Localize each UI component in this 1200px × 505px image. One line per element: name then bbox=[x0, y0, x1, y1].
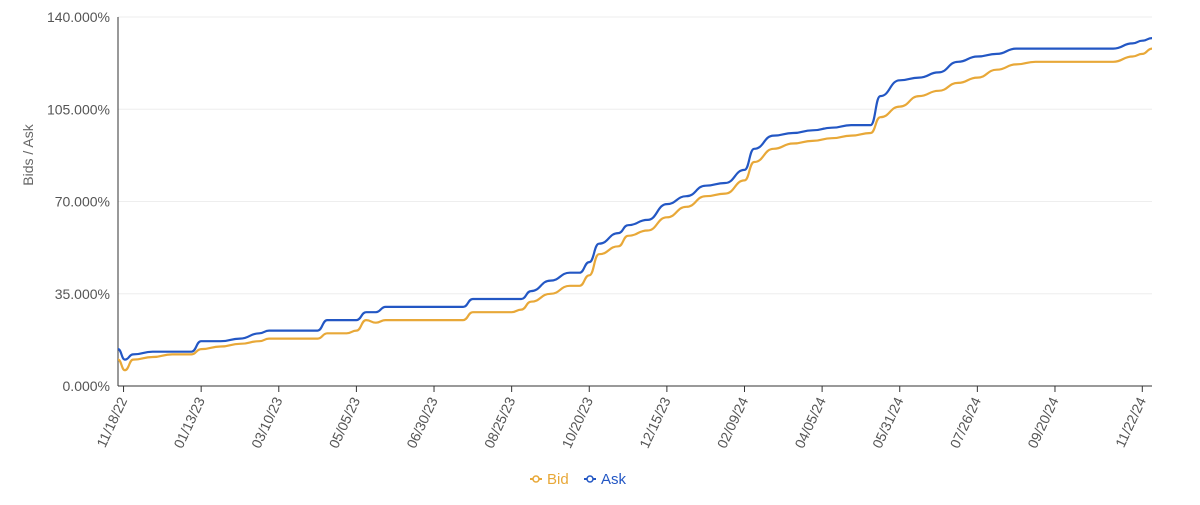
legend-label: Ask bbox=[601, 471, 627, 488]
x-tick-label: 12/15/23 bbox=[636, 394, 674, 450]
y-tick-label: 70.000% bbox=[55, 194, 110, 210]
legend-item-bid[interactable]: Bid bbox=[530, 471, 569, 488]
x-tick-label: 05/31/24 bbox=[869, 394, 907, 450]
x-tick-label: 01/13/23 bbox=[170, 394, 208, 450]
x-tick-label: 10/20/23 bbox=[558, 394, 596, 450]
y-tick-label: 105.000% bbox=[47, 101, 110, 117]
y-axis-title: Bids / Ask bbox=[20, 123, 36, 185]
y-tick-label: 140.000% bbox=[47, 9, 110, 25]
series-lines bbox=[117, 37, 1153, 372]
legend-item-ask[interactable]: Ask bbox=[584, 471, 627, 488]
x-tick-label: 11/22/24 bbox=[1112, 394, 1149, 449]
legend-circle-marker bbox=[532, 475, 540, 483]
x-tick-label: 08/25/23 bbox=[481, 394, 519, 450]
x-tick-label: 05/05/23 bbox=[326, 394, 364, 450]
x-tick-label: 11/18/22 bbox=[93, 394, 130, 449]
grid bbox=[118, 16, 1152, 295]
legend-label: Bid bbox=[547, 471, 569, 488]
series-line-ask bbox=[117, 37, 1153, 361]
y-tick-label: 35.000% bbox=[55, 286, 110, 302]
series-line-bid bbox=[117, 47, 1153, 372]
y-tick-label: 0.000% bbox=[63, 378, 110, 394]
legend[interactable]: Bid Ask bbox=[530, 471, 627, 488]
x-tick-label: 07/26/24 bbox=[947, 394, 985, 450]
x-tick-label: 06/30/23 bbox=[403, 394, 441, 450]
legend-circle-marker bbox=[586, 475, 594, 483]
x-tick-label: 09/20/24 bbox=[1024, 394, 1062, 450]
x-tick-label: 04/05/24 bbox=[791, 394, 829, 450]
x-tick-label: 02/09/24 bbox=[714, 394, 752, 450]
x-tick-label: 03/10/23 bbox=[248, 394, 286, 450]
